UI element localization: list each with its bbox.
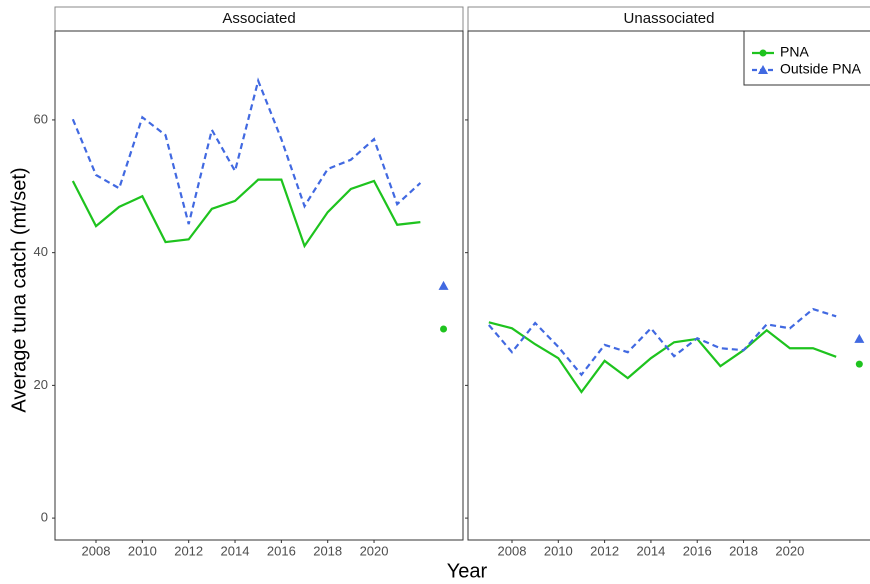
series-line [488, 321, 837, 394]
x-tick-label: 2020 [775, 543, 804, 558]
x-tick-label: 2010 [544, 543, 573, 558]
panel-border [467, 30, 870, 541]
x-tick-label: 2020 [360, 543, 389, 558]
y-tick-label: 0 [41, 510, 48, 525]
x-tick-label: 2016 [267, 543, 296, 558]
x-tick-label: 2008 [82, 543, 111, 558]
panel: Unassociated 2008 2010 2012 2014 2016 2018 2020… [465, 6, 870, 558]
legend-label: PNA [780, 44, 809, 60]
y-tick-label: 40 [34, 244, 48, 259]
x-tick-label: 2010 [128, 543, 157, 558]
series-line [71, 178, 421, 249]
x-tick-label: 2018 [313, 543, 342, 558]
point-marker [440, 325, 448, 333]
series-line [488, 307, 837, 377]
x-tick-label: 2018 [729, 543, 758, 558]
y-axis-title: Average tuna catch (mt/set) [8, 167, 30, 412]
x-tick-label: 2012 [174, 543, 203, 558]
point-marker [854, 333, 865, 343]
point-marker [855, 360, 863, 368]
series-line [71, 77, 422, 225]
facet-title: Associated [222, 10, 295, 27]
facet-title: Unassociated [624, 10, 715, 27]
x-tick-label: 2014 [636, 543, 665, 558]
strip [467, 6, 870, 32]
y-tick-label: 20 [34, 377, 48, 392]
x-tick-label: 2016 [683, 543, 712, 558]
x-axis-title: Year [447, 560, 488, 582]
y-tick-label: 60 [34, 111, 48, 126]
panel-border [54, 30, 464, 541]
legend-box [743, 30, 870, 86]
legend-marker [758, 65, 768, 74]
panel: Associated 0 20 40 60 2008 2010 2012 2014 2016 201… [34, 6, 464, 558]
x-tick-label: 2012 [590, 543, 619, 558]
x-tick-label: 2008 [498, 543, 527, 558]
legend-marker [759, 49, 767, 57]
point-marker [438, 280, 449, 290]
strip [54, 6, 464, 32]
x-tick-label: 2014 [221, 543, 250, 558]
legend-label: Outside PNA [780, 61, 862, 77]
